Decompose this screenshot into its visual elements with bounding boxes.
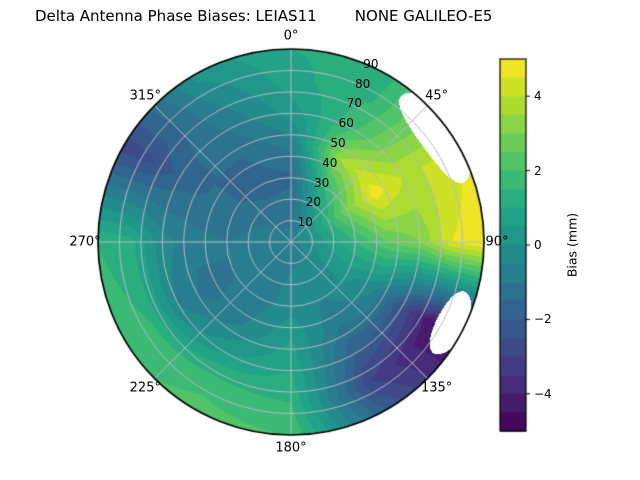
colorbar-tick-label: 2	[534, 163, 542, 178]
radial-tick-label: 40	[322, 155, 338, 170]
radial-tick-label: 10	[297, 215, 313, 230]
azimuth-tick-label: 0°	[283, 28, 299, 44]
colorbar-tick-label: 4	[534, 89, 542, 104]
radial-tick-label: 30	[313, 175, 330, 190]
azimuth-tick-label: 135°	[420, 380, 453, 396]
colorbar-axis-label: Bias (mm)	[564, 212, 580, 278]
radial-tick-label: 80	[355, 76, 371, 91]
azimuth-tick-label: 45°	[425, 88, 449, 104]
azimuth-tick-label: 225°	[129, 380, 161, 396]
colorbar-tick-label: −2	[534, 312, 552, 327]
radial-tick-label: 60	[338, 116, 354, 131]
azimuth-tick-label: 90°	[485, 234, 509, 250]
radial-tick-label: 70	[346, 96, 363, 111]
colorbar-tick-label: 0	[534, 238, 542, 252]
azimuth-tick-label: 270°	[69, 234, 101, 250]
azimuth-tick-label: 180°	[275, 440, 307, 456]
azimuth-tick-label: 315°	[129, 88, 161, 104]
radial-tick-label: 20	[305, 195, 322, 210]
radial-tick-label: 90	[363, 56, 379, 71]
radial-tick-label: 50	[330, 135, 346, 150]
colorbar-tick-label: −4	[534, 386, 552, 401]
